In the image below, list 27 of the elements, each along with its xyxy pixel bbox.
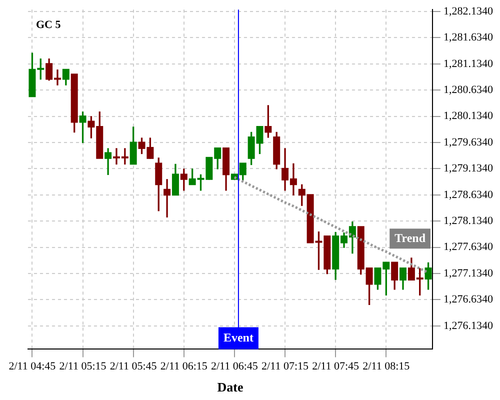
y-tick-label: 1,276.1340 xyxy=(444,320,494,332)
x-tick-label: 2/11 06:15 xyxy=(160,360,208,373)
x-axis-title: Date xyxy=(217,380,244,395)
y-tick-label: 1,277.1340 xyxy=(444,267,494,280)
x-tick-label: 2/11 08:15 xyxy=(362,360,410,373)
y-tick-label: 1,281.1340 xyxy=(444,58,494,70)
x-tick-label: 2/11 05:15 xyxy=(59,360,107,373)
candlestick xyxy=(104,148,112,176)
y-tick-label: 1,279.1340 xyxy=(444,162,494,175)
candlestick xyxy=(164,179,171,218)
x-tick-label: 2/11 07:45 xyxy=(312,360,360,373)
y-tick-label: 1,280.1340 xyxy=(444,110,494,122)
y-tick-label: 1,276.6340 xyxy=(444,294,494,306)
text: GC 5 xyxy=(36,18,62,31)
y-tick-label: 1,277.6340 xyxy=(444,241,494,254)
x-tick-label: 2/11 05:45 xyxy=(110,360,158,373)
ref-line-label: Event xyxy=(223,330,254,344)
y-tick-label: 1,280.6340 xyxy=(444,84,494,96)
y-tick-label: 1,278.1340 xyxy=(444,215,494,228)
x-tick-label: 2/11 04:45 xyxy=(8,360,56,373)
y-tick-label: 1,279.6340 xyxy=(444,136,494,148)
y-tick-label: 1,278.6340 xyxy=(444,188,494,201)
x-tick-label: 2/11 07:15 xyxy=(262,360,309,373)
x-tick-label: 2/11 06:45 xyxy=(210,360,258,373)
y-tick-label: 1,281.6340 xyxy=(444,32,494,44)
annotation: Trend xyxy=(394,230,426,245)
y-tick-label: 1,282.1340 xyxy=(444,5,494,18)
